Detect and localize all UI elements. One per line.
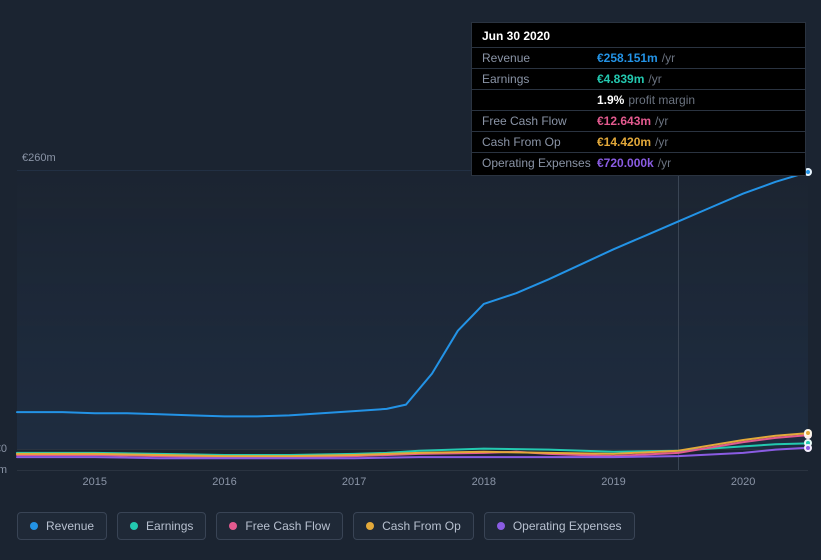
tooltip-row-label: Cash From Op [482,134,597,150]
legend-swatch-icon [497,522,505,530]
legend-swatch-icon [366,522,374,530]
tooltip-row: 1.9%profit margin [472,89,805,110]
tooltip-row-label [482,92,597,108]
tooltip-row: Earnings€4.839m/yr [472,68,805,89]
x-axis-label: 2020 [731,476,755,488]
legend-label: Revenue [46,519,94,533]
legend-item-operating_expenses[interactable]: Operating Expenses [484,512,635,540]
x-axis-label: 2018 [472,476,496,488]
tooltip-date: Jun 30 2020 [472,29,805,47]
tooltip-row-unit: /yr [662,50,675,66]
legend-label: Operating Expenses [513,519,622,533]
tooltip-row-unit: /yr [648,71,661,87]
x-axis-label: 2015 [83,476,107,488]
x-axis-label: 2019 [601,476,625,488]
tooltip-row: Free Cash Flow€12.643m/yr [472,110,805,131]
y-axis-label: -€20m [0,464,7,476]
y-gridline [17,470,808,471]
legend-swatch-icon [30,522,38,530]
x-axis-label: 2016 [212,476,236,488]
legend-label: Earnings [146,519,193,533]
legend-swatch-icon [229,522,237,530]
tooltip-row-label: Operating Expenses [482,155,597,171]
tooltip-row-unit: /yr [658,155,671,171]
financials-line-chart[interactable]: €0-€20m [17,170,808,470]
series-lines [17,170,808,470]
tooltip-row: Cash From Op€14.420m/yr [472,131,805,152]
chart-legend: Revenue Earnings Free Cash Flow Cash From O… [17,512,635,540]
x-axis: 2015 2016 2017 2018 2019 2020 [17,476,808,494]
tooltip-row-unit: /yr [655,134,668,150]
tooltip-row-value: €258.151m [597,50,658,66]
series-end-dot-operating_expenses [804,444,812,452]
tooltip-row-label: Revenue [482,50,597,66]
tooltip-row-value: €4.839m [597,71,644,87]
tooltip-row-value: €12.643m [597,113,651,129]
y-axis-label-top: €260m [22,152,56,164]
tooltip-row-value: 1.9% [597,92,624,108]
legend-label: Cash From Op [382,519,461,533]
chart-tooltip: Jun 30 2020 Revenue€258.151m/yrEarnings€… [471,22,806,176]
legend-swatch-icon [130,522,138,530]
x-axis-label: 2017 [342,476,366,488]
legend-label: Free Cash Flow [245,519,330,533]
tooltip-row-label: Free Cash Flow [482,113,597,129]
tooltip-row-value: €720.000k [597,155,654,171]
tooltip-row: Operating Expenses€720.000k/yr [472,152,805,173]
series-revenue [17,172,808,416]
tooltip-row-value: €14.420m [597,134,651,150]
tooltip-row: Revenue€258.151m/yr [472,47,805,68]
series-end-dot-cash_from_op [804,429,812,437]
tooltip-row-note: profit margin [628,92,695,108]
y-axis-label: €0 [0,443,7,455]
legend-item-earnings[interactable]: Earnings [117,512,206,540]
legend-item-free_cash_flow[interactable]: Free Cash Flow [216,512,343,540]
tooltip-row-unit: /yr [655,113,668,129]
tooltip-row-label: Earnings [482,71,597,87]
legend-item-revenue[interactable]: Revenue [17,512,107,540]
legend-item-cash_from_op[interactable]: Cash From Op [353,512,474,540]
